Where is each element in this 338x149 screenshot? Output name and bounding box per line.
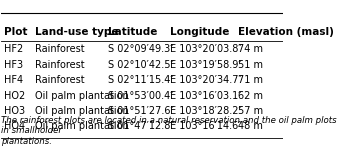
Text: Longitude: Longitude: [170, 27, 230, 37]
Text: Oil palm plantation: Oil palm plantation: [35, 121, 129, 131]
Text: Elevation (masl): Elevation (masl): [238, 27, 334, 37]
Text: 62 m: 62 m: [238, 91, 263, 101]
Text: HF4: HF4: [4, 75, 23, 85]
Text: S 02°10′42.5″: S 02°10′42.5″: [108, 60, 174, 70]
Text: S 01°47′12.8″: S 01°47′12.8″: [108, 121, 174, 131]
Text: 51 m: 51 m: [238, 60, 263, 70]
Text: HO4: HO4: [4, 121, 25, 131]
Text: 48 m: 48 m: [238, 121, 263, 131]
Text: S 02°09′49.3″: S 02°09′49.3″: [108, 44, 174, 54]
Text: Rainforest: Rainforest: [35, 60, 85, 70]
Text: Rainforest: Rainforest: [35, 44, 85, 54]
Text: Latitude: Latitude: [108, 27, 158, 37]
Text: E 103°18′28.2″: E 103°18′28.2″: [170, 106, 242, 116]
Text: 71 m: 71 m: [238, 75, 263, 85]
Text: S 01°51′27.6″: S 01°51′27.6″: [108, 106, 174, 116]
Text: The rainforest plots are located in a natural reservation and the oil palm plots: The rainforest plots are located in a na…: [1, 116, 337, 146]
Text: HF3: HF3: [4, 60, 23, 70]
Text: E 103°20′03.8″: E 103°20′03.8″: [170, 44, 242, 54]
Text: Oil palm plantation: Oil palm plantation: [35, 91, 129, 101]
Text: S 02°11′15.4″: S 02°11′15.4″: [108, 75, 174, 85]
Text: HF2: HF2: [4, 44, 23, 54]
Text: 57 m: 57 m: [238, 106, 263, 116]
Text: HO2: HO2: [4, 91, 25, 101]
Text: S 01°53′00.4″: S 01°53′00.4″: [108, 91, 174, 101]
Text: E 103°20′34.7″: E 103°20′34.7″: [170, 75, 242, 85]
Text: E 103°16′03.1″: E 103°16′03.1″: [170, 91, 242, 101]
Text: Land-use type: Land-use type: [35, 27, 119, 37]
Text: Plot: Plot: [4, 27, 28, 37]
Text: Rainforest: Rainforest: [35, 75, 85, 85]
Text: 74 m: 74 m: [238, 44, 263, 54]
Text: Oil palm plantation: Oil palm plantation: [35, 106, 129, 116]
Text: HO3: HO3: [4, 106, 25, 116]
Text: E 103°16′14.6″: E 103°16′14.6″: [170, 121, 242, 131]
Text: E 103°19′58.9″: E 103°19′58.9″: [170, 60, 242, 70]
